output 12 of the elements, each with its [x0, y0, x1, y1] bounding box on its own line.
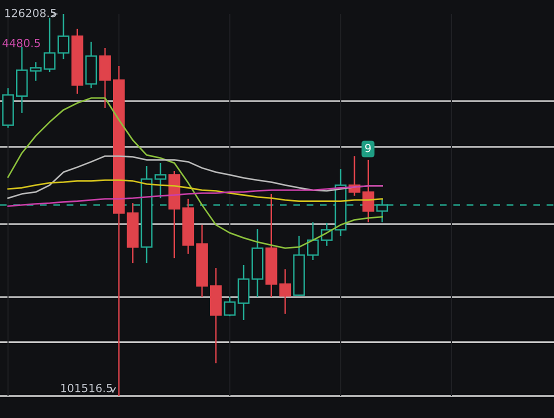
candlestick	[279, 268, 292, 315]
candlestick	[154, 162, 166, 199]
candlestick	[376, 198, 388, 223]
candlestick	[30, 61, 42, 82]
annotation: 9	[365, 144, 371, 152]
candlestick	[362, 159, 374, 223]
annotation: 101516.5	[61, 384, 112, 392]
candlestick	[307, 221, 319, 261]
candlestick	[44, 17, 56, 73]
annotation: 126208.5	[5, 8, 56, 18]
candlestick	[224, 296, 236, 317]
annotation: 4480.5	[2, 38, 40, 48]
